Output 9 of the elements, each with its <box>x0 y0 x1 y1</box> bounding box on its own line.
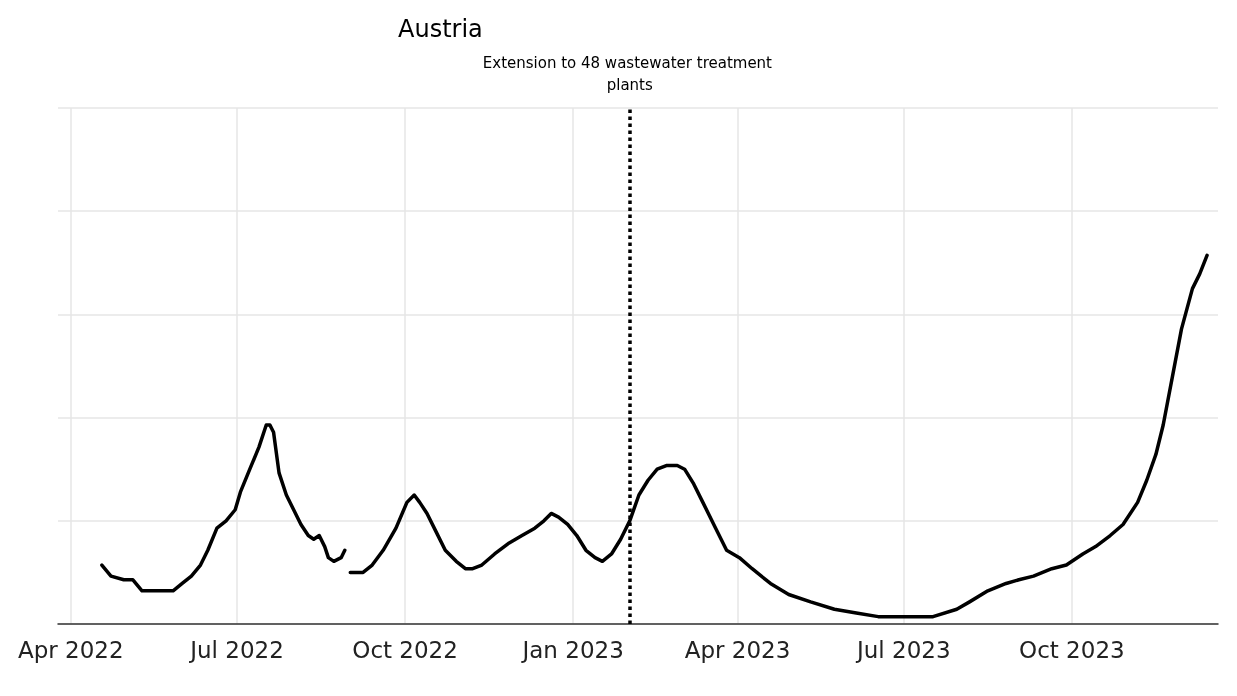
x-tick-label: Oct 2022 <box>352 636 458 663</box>
x-tick-label: Apr 2023 <box>684 636 791 663</box>
x-tick-label: Apr 2022 <box>17 636 124 663</box>
x-tick-label: Oct 2023 <box>1019 636 1125 663</box>
chart-title: Austria <box>398 15 483 43</box>
x-tick-label: Jan 2023 <box>520 636 624 663</box>
x-tick-label: Jul 2023 <box>854 636 951 663</box>
ref-line-label: Extension to 48 wastewater treatment plants <box>482 54 777 94</box>
x-tick-label: Jul 2022 <box>188 636 284 663</box>
